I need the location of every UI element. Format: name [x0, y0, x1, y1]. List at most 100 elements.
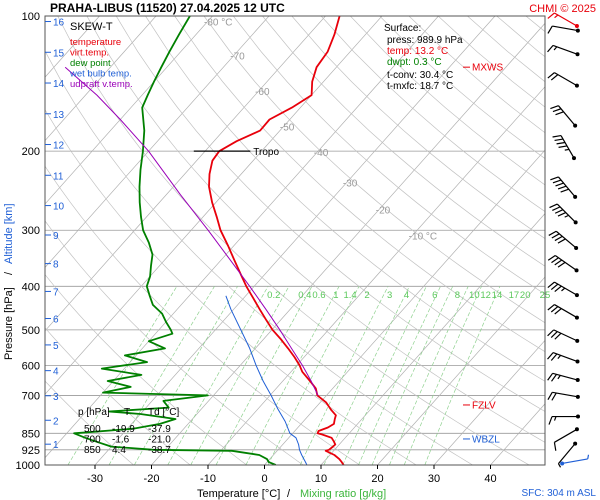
dry-adiabat-line — [233, 16, 545, 295]
y-axis-label-pressure: Pressure [hPa] — [3, 287, 15, 360]
wind-barb-flag — [547, 25, 553, 34]
x-axis-label-temperature: Temperature [°C] — [197, 488, 280, 500]
mixing-ratio-label: 1.4 — [343, 290, 356, 301]
wind-barb-flag — [547, 304, 555, 311]
wind-barb — [552, 134, 576, 161]
isotherm-label: -50 — [280, 123, 295, 134]
wind-barb-flag — [550, 331, 558, 338]
wind-barb-half-flag — [564, 148, 570, 151]
wind-barb-flag — [552, 134, 562, 138]
isotherm-line — [207, 86, 545, 465]
isotherm-line — [377, 276, 545, 465]
surface-value: dwpt: 0.3 °C — [387, 57, 442, 68]
pressure-tick-label: 600 — [22, 360, 40, 372]
wind-barb-flag — [548, 416, 553, 425]
y-axis-label-separator: / — [3, 271, 15, 275]
altitude-tick-label: 7 — [53, 287, 59, 298]
wind-barb-flag — [547, 392, 553, 400]
isotherm-label: -70 — [230, 52, 245, 63]
credit-label: CHMI © 2025 — [529, 3, 596, 15]
x-axis-label-separator: / — [287, 488, 291, 500]
table-cell: 4.4 — [112, 445, 126, 456]
table-cell: -38.7 — [148, 445, 171, 456]
wind-barb-dot — [575, 28, 580, 33]
altitude-tick-label: 4 — [53, 367, 59, 378]
levels-table: p [hPa] T Td [°C] 500 -19.9 -37.9 700 -1.6 -21.0… — [78, 407, 179, 456]
isotherm-line — [45, 16, 270, 268]
isotherm-label: -60 — [255, 87, 270, 98]
mixing-ratio-line — [389, 286, 469, 465]
wind-barb-flag — [557, 261, 566, 268]
marker-label: MXWS — [472, 63, 503, 74]
isotherm-line — [151, 22, 545, 465]
pressure-tick-label: 300 — [22, 225, 40, 237]
wind-barb — [547, 352, 580, 364]
wind-barb-staff — [557, 443, 576, 464]
series-line-wet-bulb-temp — [225, 295, 308, 465]
mixing-ratio-label: 3 — [387, 290, 392, 301]
isotherm-label: -10 °C — [409, 232, 437, 243]
wind-barb — [547, 25, 580, 34]
mixing-ratio-label: 2 — [364, 290, 369, 301]
wind-barb-half-flag — [557, 354, 562, 359]
isotherm-line — [433, 339, 545, 465]
table-cell: 700 — [84, 435, 101, 446]
wind-barb-half-flag — [553, 416, 557, 421]
pressure-tick-label: 400 — [22, 281, 40, 293]
wind-barb-staff — [552, 352, 578, 363]
wind-barb-flag — [547, 372, 554, 381]
wind-barb — [547, 391, 580, 401]
altitude-tick-label: 10 — [53, 202, 65, 213]
marker-label: WBZL — [472, 434, 500, 445]
mixing-ratio-line — [299, 286, 389, 465]
dry-adiabat-line — [45, 165, 360, 465]
series-line-temperature — [208, 16, 345, 465]
isotherm-line — [94, 16, 496, 465]
wind-barb-flag — [547, 329, 555, 337]
pressure-tick-label: 100 — [22, 11, 40, 23]
x-tick-label: 0 — [261, 473, 267, 485]
mixing-ratio-line — [215, 286, 313, 465]
mixing-ratio-label: 14 — [492, 290, 503, 301]
wind-barb-dot — [560, 461, 565, 466]
wind-barb — [557, 441, 578, 468]
wind-barb-dot — [575, 52, 580, 57]
wind-barb — [550, 176, 578, 199]
wind-barb-flag — [547, 45, 554, 53]
wind-barb-flag — [547, 12, 555, 19]
tropopause-label: Tropo — [253, 147, 279, 158]
wind-barb-flag — [550, 306, 559, 313]
wind-barb-flag — [547, 281, 555, 289]
wind-barb — [547, 304, 579, 320]
table-cell: 500 — [84, 424, 101, 435]
altitude-tick-label: 16 — [53, 18, 65, 29]
wind-barb-flag — [547, 352, 554, 360]
wind-barb-dot — [573, 123, 578, 128]
wind-barb-staff — [552, 391, 578, 398]
isotherm-label: -80 °C — [204, 18, 232, 29]
wind-barbs-column — [547, 12, 590, 468]
mixing-ratio-label: 8 — [455, 290, 460, 301]
wind-barb-flag — [551, 374, 557, 382]
mixing-ratio-label: 0.4 — [298, 290, 311, 301]
pressure-tick-label: 200 — [22, 146, 40, 158]
altitude-tick-label: 6 — [53, 315, 59, 326]
wind-barb-half-flag — [557, 463, 562, 468]
wind-barb — [549, 203, 578, 225]
wind-barb-flag — [547, 72, 555, 79]
wind-barb-half-flag — [564, 214, 569, 218]
wind-barb-flag — [551, 257, 559, 264]
mixing-ratio-line — [133, 286, 238, 465]
surface-value: temp: 13.2 °C — [387, 46, 448, 57]
altitude-tick-label: 9 — [53, 231, 59, 242]
table-cell: 850 — [84, 445, 101, 456]
surface-heading: Surface: — [384, 23, 421, 34]
wind-barb-dot — [574, 24, 579, 28]
wind-barb-flag — [551, 233, 560, 239]
table-cell: -37.9 — [148, 424, 171, 435]
wind-barb-staff — [554, 281, 578, 296]
dry-adiabat-line — [203, 16, 545, 324]
wind-barb-dot — [574, 83, 579, 88]
